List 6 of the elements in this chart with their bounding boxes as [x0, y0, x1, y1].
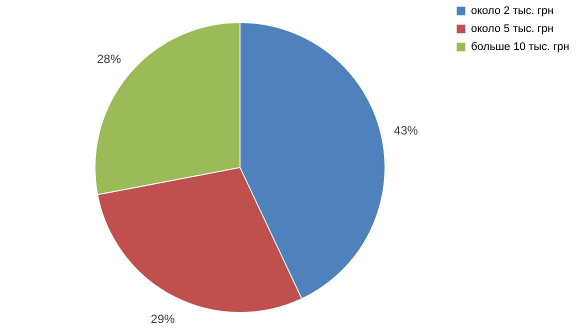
data-label: 43%: [394, 123, 418, 138]
legend-label: около 2 тыс. грн: [471, 5, 554, 17]
data-label: 29%: [150, 312, 176, 326]
legend-label: около 5 тыс. грн: [471, 23, 554, 35]
data-label: 28%: [96, 52, 122, 66]
legend-label: больше 10 тыс. грн: [471, 41, 570, 53]
